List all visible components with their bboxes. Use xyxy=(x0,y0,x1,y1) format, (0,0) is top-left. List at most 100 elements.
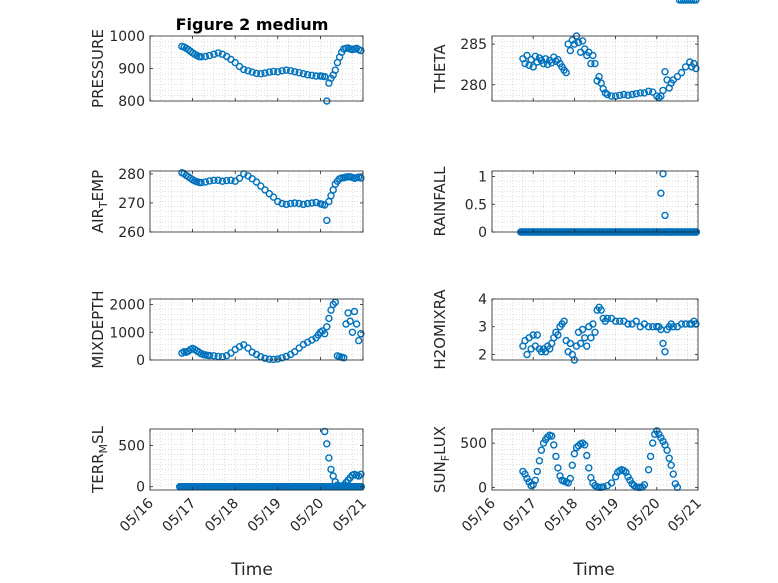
x-tick-label: 05/21 xyxy=(665,496,705,536)
data-point xyxy=(599,85,607,93)
data-point xyxy=(570,40,579,48)
data-point xyxy=(248,68,256,76)
data-point xyxy=(308,71,316,80)
data-point xyxy=(325,314,333,323)
data-point xyxy=(587,334,595,342)
data-point xyxy=(205,51,214,60)
data-point xyxy=(587,59,595,68)
x-tick-label: 05/16 xyxy=(117,495,157,535)
data-point xyxy=(640,481,649,489)
data-point xyxy=(286,67,295,75)
data-point xyxy=(278,199,286,208)
data-point xyxy=(607,479,616,487)
subplot-air-temp: 260 270 280 AIRTEMP xyxy=(89,167,365,241)
data-point xyxy=(244,344,252,352)
data-point xyxy=(323,323,331,331)
y-axis-label: MIXDEPTH xyxy=(89,290,107,368)
y-tick-label: 2000 xyxy=(109,298,145,314)
data-point xyxy=(269,355,278,364)
data-point xyxy=(257,182,265,190)
data-point xyxy=(589,320,597,328)
y-axis-label: THETA xyxy=(431,44,449,94)
data-point xyxy=(274,355,282,363)
y-tick-label: 4 xyxy=(478,292,487,308)
y-axis-label: PRESSURE xyxy=(89,29,107,108)
data-point xyxy=(303,70,312,79)
data-point xyxy=(620,90,628,99)
data-point xyxy=(286,199,295,208)
data-point xyxy=(624,320,632,328)
data-point xyxy=(568,36,576,44)
data-point xyxy=(533,467,541,476)
data-point xyxy=(673,72,682,81)
data-point xyxy=(299,69,308,78)
x-tick-label: 05/20 xyxy=(624,496,664,536)
data-point xyxy=(257,69,265,78)
y-tick-label: 0 xyxy=(478,480,487,496)
data-point xyxy=(303,199,312,208)
data-point xyxy=(308,199,316,207)
data-point xyxy=(523,350,531,359)
axes-box xyxy=(491,170,699,233)
data-point xyxy=(348,328,357,336)
data-point xyxy=(677,68,686,77)
x-tick-label: 05/20 xyxy=(287,496,327,536)
data-point xyxy=(523,51,531,60)
data-point xyxy=(274,68,282,76)
data-point xyxy=(566,339,574,348)
data-point xyxy=(644,466,653,474)
data-point xyxy=(321,330,329,338)
data-point xyxy=(265,68,273,76)
data-point xyxy=(644,323,653,331)
x-tick-label: 05/18 xyxy=(541,496,581,536)
data-point xyxy=(581,441,589,449)
data-point xyxy=(205,351,214,360)
data-point xyxy=(646,452,655,461)
data-point xyxy=(278,354,286,362)
axes-box xyxy=(491,428,699,491)
data-point xyxy=(640,89,649,97)
data-point xyxy=(291,348,299,356)
data-point xyxy=(269,193,278,201)
x-tick-label: 05/18 xyxy=(202,496,242,536)
data-point xyxy=(552,452,560,461)
data-point xyxy=(665,454,673,462)
data-point xyxy=(669,470,677,478)
data-point xyxy=(692,64,700,73)
data-point xyxy=(331,66,339,74)
data-point xyxy=(578,325,587,334)
data-point xyxy=(299,200,308,209)
data-point xyxy=(624,91,632,100)
data-point xyxy=(597,306,605,314)
y-tick-label: 1 xyxy=(478,170,487,186)
axes-box xyxy=(149,170,364,233)
subplot-terr-msl: 0 500 TERRMSL 05/16 05/17 05/18 05/19 05/20 05/2… xyxy=(89,425,370,535)
data-point xyxy=(197,53,205,61)
y-axis-label: H2OMIXRA xyxy=(431,289,449,370)
data-point xyxy=(657,189,665,197)
data-point xyxy=(585,464,593,472)
data-point xyxy=(628,90,636,99)
data-point xyxy=(210,176,218,185)
x-tick-label: 05/17 xyxy=(500,496,540,536)
data-point xyxy=(295,199,303,208)
data-point xyxy=(282,200,290,209)
data-point xyxy=(295,68,303,77)
data-point xyxy=(312,198,320,207)
data-point xyxy=(214,49,222,57)
data-point xyxy=(323,216,331,225)
data-point xyxy=(537,446,546,454)
data-point xyxy=(574,38,583,47)
data-point xyxy=(616,91,624,100)
data-point xyxy=(352,320,361,328)
data-point xyxy=(357,46,365,55)
data-point xyxy=(529,63,537,71)
data-point xyxy=(265,355,273,363)
subplot-h2omixra: 2 3 4 H2OMIXRA xyxy=(431,289,700,370)
y-tick-label: 900 xyxy=(118,62,145,78)
data-point xyxy=(325,454,333,462)
data-point xyxy=(222,176,231,185)
data-point xyxy=(570,450,579,458)
data-point xyxy=(291,68,299,76)
